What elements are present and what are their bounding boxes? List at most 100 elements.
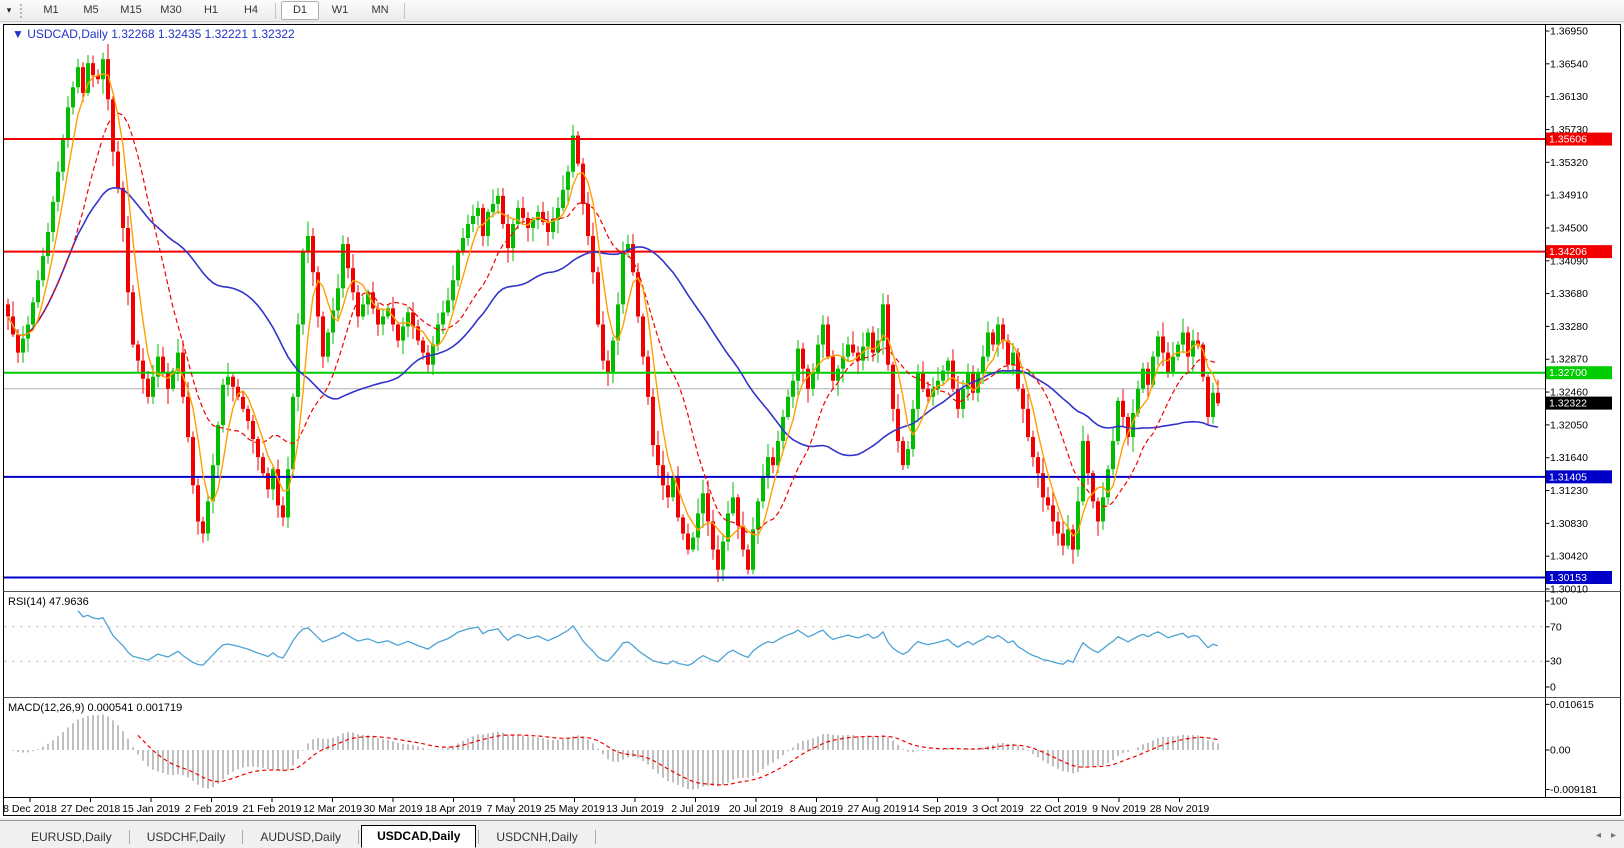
macd-tick-label: 0.010615 <box>1550 699 1594 711</box>
date-tick-label: 22 Oct 2019 <box>1030 803 1087 815</box>
timeframe-button-h4[interactable]: H4 <box>243 4 259 16</box>
price-level-badge: 1.34206 <box>1546 245 1612 259</box>
svg-text:1.32700: 1.32700 <box>1549 367 1587 379</box>
toolbar-grip[interactable] <box>20 3 26 18</box>
price-tick-label: 1.32870 <box>1550 354 1588 366</box>
horizontal-levels[interactable] <box>4 138 1545 579</box>
date-tick-label: 8 Dec 2018 <box>3 803 57 815</box>
rsi-tick-label: 0 <box>1550 682 1556 694</box>
ma-slow-line[interactable] <box>7 187 1219 457</box>
price-tick-label: 1.36950 <box>1550 26 1588 38</box>
price-tick-label: 1.34500 <box>1550 222 1588 234</box>
ma-fast-line[interactable] <box>7 73 1219 541</box>
price-tick-label: 1.31640 <box>1550 452 1588 464</box>
price-tick-label: 1.30420 <box>1550 551 1588 563</box>
date-tick-label: 13 Jun 2019 <box>606 803 664 815</box>
date-tick-label: 28 Nov 2019 <box>1150 803 1210 815</box>
timeframe-button-m15[interactable]: M15 <box>120 4 142 16</box>
svg-text:1.34206: 1.34206 <box>1549 246 1587 258</box>
tab-usdcnh-daily[interactable]: USDCNH,Daily <box>496 830 578 844</box>
price-axis: 1.36950 1.36540 1.36130 1.35730 1.35320 1.349… <box>1545 26 1588 596</box>
date-tick-label: 2 Jul 2019 <box>671 803 720 815</box>
price-tick-label: 1.33280 <box>1550 321 1588 333</box>
macd-label: MACD(12,26,9) 0.000541 0.001719 <box>8 702 182 714</box>
timeframe-button-d1[interactable]: D1 <box>281 1 319 20</box>
rsi-label: RSI(14) 47.9636 <box>8 596 89 608</box>
tab-scroll-left-icon[interactable]: ◂ <box>1595 830 1601 841</box>
date-axis: 8 Dec 2018 27 Dec 2018 15 Jan 2019 2 Feb 20… <box>3 797 1210 815</box>
candlestick-series <box>6 44 1220 583</box>
timeframe-button-h1[interactable]: H1 <box>203 4 219 16</box>
price-tick-label: 1.34090 <box>1550 255 1588 267</box>
date-tick-label: 7 May 2019 <box>487 803 542 815</box>
price-tick-label: 1.32050 <box>1550 419 1588 431</box>
svg-text:1.31405: 1.31405 <box>1549 471 1587 483</box>
symbol-tabbar: EURUSD,Daily USDCHF,Daily AUDUSD,Daily USDC… <box>0 820 1624 848</box>
price-tick-label: 1.36130 <box>1550 91 1588 103</box>
price-tick-label: 1.30830 <box>1550 518 1588 530</box>
date-tick-label: 30 Mar 2019 <box>364 803 423 815</box>
timeframe-button-m1[interactable]: M1 <box>43 4 59 16</box>
rsi-tick-label: 30 <box>1550 656 1562 668</box>
toolbar-separator <box>404 2 405 19</box>
date-tick-label: 27 Dec 2018 <box>61 803 121 815</box>
rsi-tick-label: 100 <box>1550 596 1568 608</box>
chart-canvas[interactable]: 1.36950 1.36540 1.36130 1.35730 1.35320 1.349… <box>0 24 1624 818</box>
date-tick-label: 2 Feb 2019 <box>185 803 238 815</box>
tab-separator <box>242 830 244 844</box>
date-tick-label: 25 May 2019 <box>544 803 605 815</box>
tab-separator <box>358 830 360 844</box>
price-tick-label: 1.30010 <box>1550 584 1588 596</box>
price-level-badge: 1.31405 <box>1546 470 1612 484</box>
date-tick-label: 15 Jan 2019 <box>122 803 180 815</box>
macd-signal-line <box>137 734 1219 786</box>
tab-separator <box>594 830 596 844</box>
date-tick-label: 8 Aug 2019 <box>790 803 843 815</box>
price-level-badge: 1.35606 <box>1546 132 1612 146</box>
price-tick-label: 1.35730 <box>1550 124 1588 136</box>
svg-text:1.35606: 1.35606 <box>1549 134 1587 146</box>
timeframe-button-m30[interactable]: M30 <box>160 4 182 16</box>
rsi-line <box>77 610 1219 667</box>
tab-usdcad-daily[interactable]: USDCAD,Daily <box>361 825 477 848</box>
timeframe-button-m5[interactable]: M5 <box>83 4 99 16</box>
ma-medium-line[interactable] <box>7 112 1219 534</box>
current-price-badge: 1.32322 <box>1546 396 1612 410</box>
macd-pane: MACD(12,26,9) 0.000541 0.001719 0.010615 0… <box>8 699 1597 796</box>
tab-separator <box>128 830 130 844</box>
macd-tick-label: 0.00 <box>1550 745 1571 757</box>
date-tick-label: 12 Mar 2019 <box>303 803 362 815</box>
tab-eurusd-daily[interactable]: EURUSD,Daily <box>31 830 112 844</box>
svg-text:1.32322: 1.32322 <box>1549 398 1587 410</box>
tab-separator <box>478 830 480 844</box>
macd-tick-label: -0.009181 <box>1550 784 1597 796</box>
timeframe-button-w1[interactable]: W1 <box>331 4 349 16</box>
date-tick-label: 20 Jul 2019 <box>729 803 783 815</box>
date-tick-label: 27 Aug 2019 <box>848 803 907 815</box>
price-tick-label: 1.36540 <box>1550 58 1588 70</box>
rsi-tick-label: 70 <box>1550 621 1562 633</box>
price-tick-label: 1.35320 <box>1550 157 1588 169</box>
date-tick-label: 3 Oct 2019 <box>972 803 1024 815</box>
timeframe-button-mn[interactable]: MN <box>371 4 389 16</box>
chart-title: ▼ USDCAD,Daily 1.32268 1.32435 1.32221 1… <box>12 27 295 41</box>
price-level-badge: 1.30153 <box>1546 571 1612 585</box>
price-tick-label: 1.32460 <box>1550 387 1588 399</box>
date-tick-label: 21 Feb 2019 <box>243 803 302 815</box>
price-tick-label: 1.31230 <box>1550 485 1588 497</box>
toolbar-separator <box>275 2 276 19</box>
rsi-pane: RSI(14) 47.9636 100 70 30 0 <box>4 596 1568 694</box>
price-tick-label: 1.34910 <box>1550 190 1588 202</box>
date-tick-label: 18 Apr 2019 <box>425 803 482 815</box>
date-tick-label: 14 Sep 2019 <box>908 803 968 815</box>
tab-scroll-right-icon[interactable]: ▸ <box>1610 830 1616 841</box>
svg-text:1.30153: 1.30153 <box>1549 572 1587 584</box>
tab-usdchf-daily[interactable]: USDCHF,Daily <box>146 830 226 844</box>
timeframe-toolbar: ▾ M1 M5 M15 M30 H1 H4 D1 W1 MN <box>0 0 1624 22</box>
chart-dropdown-icon[interactable]: ▾ <box>6 5 12 15</box>
date-tick-label: 9 Nov 2019 <box>1092 803 1146 815</box>
tab-audusd-daily[interactable]: AUDUSD,Daily <box>260 830 342 844</box>
price-tick-label: 1.33680 <box>1550 288 1588 300</box>
price-level-badge: 1.32700 <box>1546 366 1612 380</box>
